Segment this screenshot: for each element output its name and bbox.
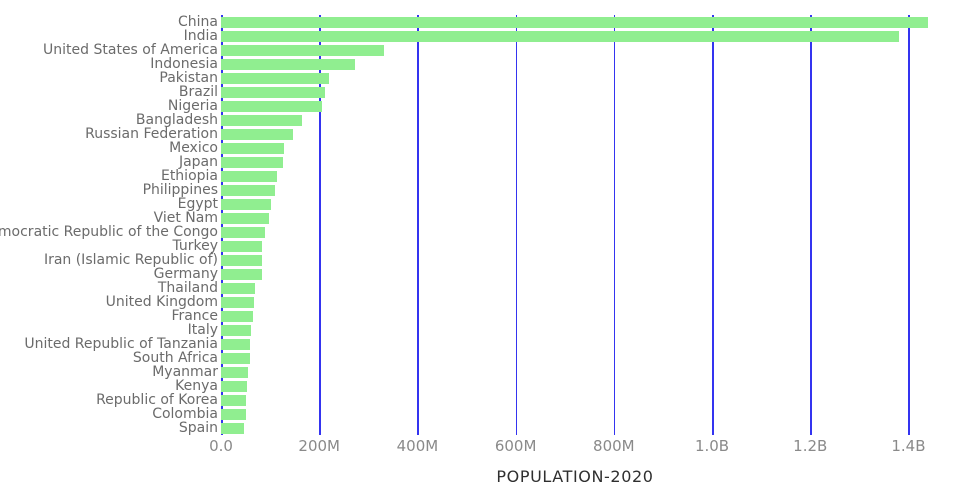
- bar: [221, 296, 255, 308]
- category-label: South Africa: [132, 350, 218, 366]
- x-tick-label: 200M: [298, 437, 340, 455]
- category-label: United Kingdom: [105, 294, 218, 310]
- bar: [221, 268, 263, 280]
- bar: [221, 128, 293, 140]
- bar: [221, 156, 284, 168]
- category-label: Philippines: [142, 182, 218, 198]
- bar: [221, 366, 248, 378]
- x-tick-label: 600M: [494, 437, 537, 455]
- x-axis-ticks: 0.0 200M 400M 600M 800M 1.0B 1.2B 1.4B: [209, 437, 960, 455]
- bar: [221, 394, 247, 406]
- category-label: Nigeria: [167, 98, 218, 114]
- category-label: Thailand: [157, 280, 218, 296]
- category-label: Mexico: [169, 140, 218, 156]
- x-tick-label: 1.0B: [694, 437, 730, 455]
- bar: [221, 72, 330, 84]
- bar: [221, 142, 285, 154]
- bar: [221, 254, 263, 266]
- category-label: United Republic of Tanzania: [24, 336, 218, 352]
- category-label: Egypt: [177, 196, 218, 212]
- plot-area: [221, 15, 960, 435]
- gridline: [221, 15, 223, 435]
- category-label: Japan: [178, 154, 218, 170]
- bar: [221, 380, 248, 392]
- x-tick-label: 1.2B: [793, 437, 828, 455]
- x-tick-label: 1.4B: [891, 437, 926, 455]
- bar: [221, 212, 269, 224]
- category-label: Brazil: [178, 84, 218, 100]
- category-label: Italy: [187, 322, 218, 338]
- bar: [221, 324, 251, 336]
- bar: [221, 30, 899, 42]
- x-tick-label: 800M: [593, 437, 635, 455]
- category-label: Indonesia: [150, 56, 218, 72]
- category-label: Ethiopia: [160, 168, 218, 184]
- category-label: France: [171, 308, 218, 324]
- bar: [221, 44, 384, 56]
- gridline: [613, 15, 616, 435]
- category-label: Turkey: [172, 238, 218, 254]
- bar: [221, 100, 323, 112]
- category-label: Russian Federation: [85, 126, 218, 142]
- category-label: Kenya: [175, 378, 218, 394]
- bar: [221, 338, 251, 350]
- bar: [221, 240, 263, 252]
- bar: [221, 170, 278, 182]
- category-label: Spain: [178, 420, 218, 436]
- bar: [221, 58, 356, 70]
- bar: [221, 282, 256, 294]
- x-axis-title: POPULATION-2020: [496, 467, 654, 486]
- category-label: India: [183, 28, 218, 44]
- category-label: Republic of Korea: [96, 392, 218, 408]
- category-label: Iran (Islamic Republic of): [43, 252, 218, 268]
- bar: [221, 198, 272, 210]
- bar: [221, 86, 326, 98]
- gridline: [712, 15, 714, 435]
- category-label: Bangladesh: [135, 112, 218, 128]
- category-label: China: [178, 14, 218, 30]
- gridline: [908, 15, 910, 435]
- bar: [221, 422, 244, 434]
- bar: [221, 114, 302, 126]
- x-tick-label: 400M: [396, 437, 439, 455]
- category-label: Germany: [153, 266, 218, 282]
- gridline: [810, 15, 812, 435]
- category-label: United States of America: [43, 42, 218, 58]
- bar: [221, 16, 928, 28]
- bar: [221, 184, 275, 196]
- category-label: Myanmar: [152, 364, 218, 380]
- category-label: Colombia: [152, 406, 218, 422]
- gridline: [417, 15, 419, 435]
- category-label: Pakistan: [159, 70, 218, 86]
- bar: [221, 310, 254, 322]
- bar: [221, 352, 251, 364]
- gridline: [319, 15, 321, 435]
- category-label: Viet Nam: [153, 210, 218, 226]
- bar: [221, 408, 246, 420]
- x-tick-label: 0.0: [209, 437, 233, 455]
- category-label: Democratic Republic of the Congo: [0, 224, 218, 240]
- gridline: [515, 15, 518, 435]
- bar: [221, 226, 265, 238]
